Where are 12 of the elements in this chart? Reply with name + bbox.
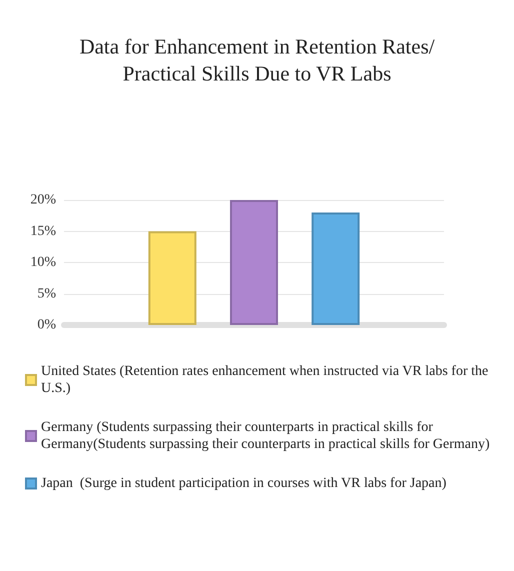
y-tick-label: 15% (30, 224, 56, 239)
chart-title: Data for Enhancement in Retention Rates/Practical Skills Due to VR Labs (79, 34, 435, 86)
y-tick-label: 5% (37, 286, 56, 302)
y-tick-label: 10% (30, 255, 56, 270)
legend-label: Germany (Students surpassing their counterparts in practical skills for Germany(Students surpassing their counterparts in practical skills for Germany) (41, 420, 490, 452)
legend-label: Japan (Surge in student participation in courses with VR labs for Japan) (41, 476, 447, 491)
legend-label: United States (Retention rates enhancement when instructed via VR labs for the U.S.) (41, 364, 492, 396)
y-tick-label: 0% (37, 318, 56, 332)
y-tick-label: 20% (30, 192, 56, 208)
bar (148, 231, 196, 325)
bar (230, 200, 278, 325)
bar (312, 212, 360, 325)
